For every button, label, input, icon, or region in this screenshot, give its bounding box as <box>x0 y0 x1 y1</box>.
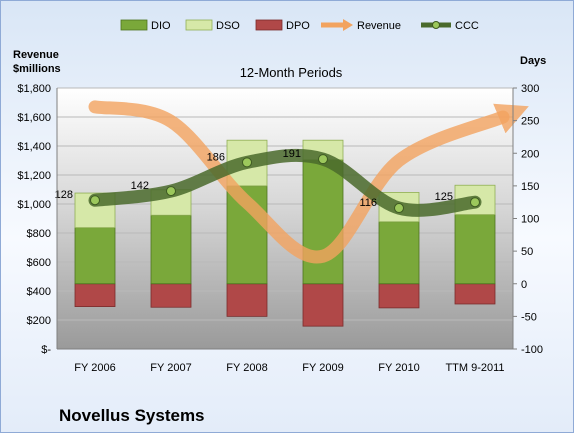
right-tick-label: 100 <box>521 214 539 226</box>
dpo-bar <box>378 283 420 309</box>
dpo-bar <box>74 283 116 307</box>
category-label: FY 2006 <box>74 362 115 374</box>
legend-label-revenue: Revenue <box>357 20 401 32</box>
lines: 128 142 186 191 116 125 <box>55 100 529 264</box>
dpo-bar <box>454 283 496 305</box>
right-axis-label: Days <box>520 55 546 67</box>
dpo-bar <box>226 283 268 317</box>
left-axis-label-line1: Revenue <box>13 49 59 61</box>
left-tick-label: $400 <box>27 286 51 298</box>
left-tick-label: $1,200 <box>17 170 51 182</box>
legend-swatch-dio <box>120 19 148 31</box>
category-label: FY 2007 <box>150 362 191 374</box>
right-tick-label: 150 <box>521 181 539 193</box>
ccc-marker <box>470 197 480 208</box>
legend-label-dpo: DPO <box>286 20 310 32</box>
ccc-label: 125 <box>435 191 453 203</box>
ccc-label: 116 <box>359 197 377 209</box>
legend: DIO DSO DPO Revenue CCC <box>120 19 479 32</box>
dpo-bar <box>150 283 192 308</box>
legend-label-dio: DIO <box>151 20 171 32</box>
left-tick-label: $200 <box>27 315 51 327</box>
ccc-label: 191 <box>283 148 301 160</box>
dio-bar <box>378 221 420 285</box>
ccc-marker <box>318 154 328 165</box>
dio-bar <box>150 214 192 285</box>
left-tick-label: $1,800 <box>17 83 51 95</box>
ccc-label: 142 <box>131 180 149 192</box>
ccc-marker <box>242 157 252 168</box>
right-tick-label: -50 <box>521 311 537 323</box>
right-tick-label: 50 <box>521 246 533 258</box>
dio-bar <box>454 214 496 285</box>
ccc-label: 186 <box>207 151 225 163</box>
category-label: FY 2010 <box>378 362 419 374</box>
legend-swatch-dpo <box>255 19 283 31</box>
right-tick-label: 250 <box>521 116 539 128</box>
right-tick-label: 0 <box>521 279 527 291</box>
category-label: FY 2009 <box>302 362 343 374</box>
chart: 128 142 186 191 116 125 $- $200 $400 $600 $800 $1,… <box>13 19 546 374</box>
ccc-marker <box>166 186 176 197</box>
dio-bar <box>302 159 344 285</box>
left-tick-label: $1,400 <box>17 141 51 153</box>
revenue-line <box>88 100 529 264</box>
legend-swatch-dso <box>185 19 213 31</box>
left-tick-label: $- <box>41 344 51 356</box>
left-axis-label-line2: $millions <box>13 63 61 75</box>
legend-arrow-icon <box>343 19 353 31</box>
right-tick-label: 300 <box>521 83 539 95</box>
ccc-marker <box>394 203 404 214</box>
legend-label-dso: DSO <box>216 20 240 32</box>
plot-area <box>57 88 513 349</box>
right-tick-label: 200 <box>521 148 539 160</box>
legend-marker-ccc <box>432 21 440 29</box>
left-tick-label: $1,000 <box>17 199 51 211</box>
left-tick-label: $600 <box>27 257 51 269</box>
category-label: TTM 9-2011 <box>445 362 504 374</box>
dio-bar <box>74 227 116 285</box>
legend-label-ccc: CCC <box>455 20 479 32</box>
category-label: FY 2008 <box>226 362 267 374</box>
left-tick-label: $1,600 <box>17 112 51 124</box>
chart-title: 12-Month Periods <box>240 65 343 80</box>
left-tick-label: $800 <box>27 228 51 240</box>
ccc-label: 128 <box>55 189 73 201</box>
right-tick-label: -100 <box>521 344 543 356</box>
company-name: Novellus Systems <box>59 406 205 425</box>
ccc-marker <box>90 195 100 206</box>
axes: $- $200 $400 $600 $800 $1,000 $1,200 $1,400 $1,6… <box>17 83 543 374</box>
dpo-bar <box>302 283 344 327</box>
